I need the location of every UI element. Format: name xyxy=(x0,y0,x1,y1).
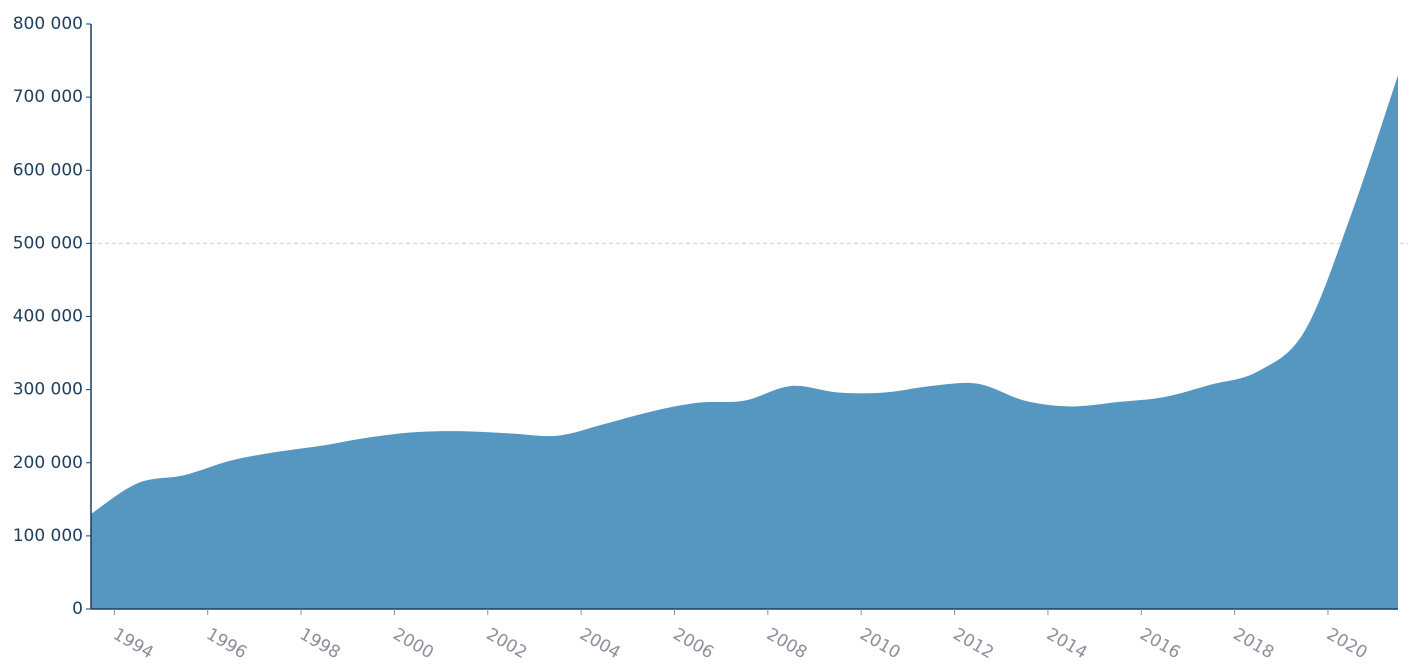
y-tick-label: 300 000 xyxy=(13,380,83,400)
x-tick-label: 2004 xyxy=(576,624,623,663)
x-tick-label: 1994 xyxy=(109,624,156,663)
x-tick-label: 2010 xyxy=(856,624,903,663)
y-tick-label: 700 000 xyxy=(13,87,83,107)
area xyxy=(91,75,1398,609)
x-tick-label: 2018 xyxy=(1230,624,1277,663)
x-tick-label: 2020 xyxy=(1323,624,1370,663)
x-tick-label: 2008 xyxy=(763,624,810,663)
x-tick-label: 1996 xyxy=(203,624,250,663)
y-tick-label: 100 000 xyxy=(13,526,83,546)
y-tick-label: 200 000 xyxy=(13,453,83,473)
y-tick-label: 0 xyxy=(72,599,83,619)
x-tick-label: 2016 xyxy=(1136,624,1183,663)
y-tick-label: 600 000 xyxy=(13,160,83,180)
x-tick-label: 2006 xyxy=(669,624,716,663)
y-tick-label: 500 000 xyxy=(13,233,83,253)
x-tick-label: 2002 xyxy=(483,624,530,663)
x-tick-label: 2000 xyxy=(389,624,436,663)
x-tick-label: 1998 xyxy=(296,624,343,663)
x-tick-label: 2014 xyxy=(1043,624,1090,663)
y-tick-label: 800 000 xyxy=(13,14,83,34)
y-tick-label: 400 000 xyxy=(13,307,83,327)
x-tick-label: 2012 xyxy=(950,624,997,663)
